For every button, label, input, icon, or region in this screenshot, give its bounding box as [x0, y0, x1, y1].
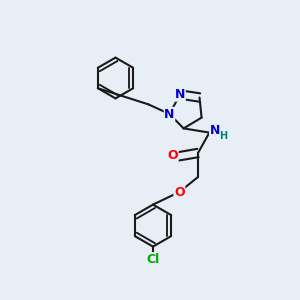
Text: O: O: [167, 149, 178, 162]
Text: H: H: [219, 130, 227, 141]
Text: Cl: Cl: [146, 253, 160, 266]
Text: N: N: [210, 124, 220, 137]
Text: N: N: [175, 88, 185, 101]
Text: N: N: [164, 107, 175, 121]
Text: O: O: [174, 185, 185, 199]
